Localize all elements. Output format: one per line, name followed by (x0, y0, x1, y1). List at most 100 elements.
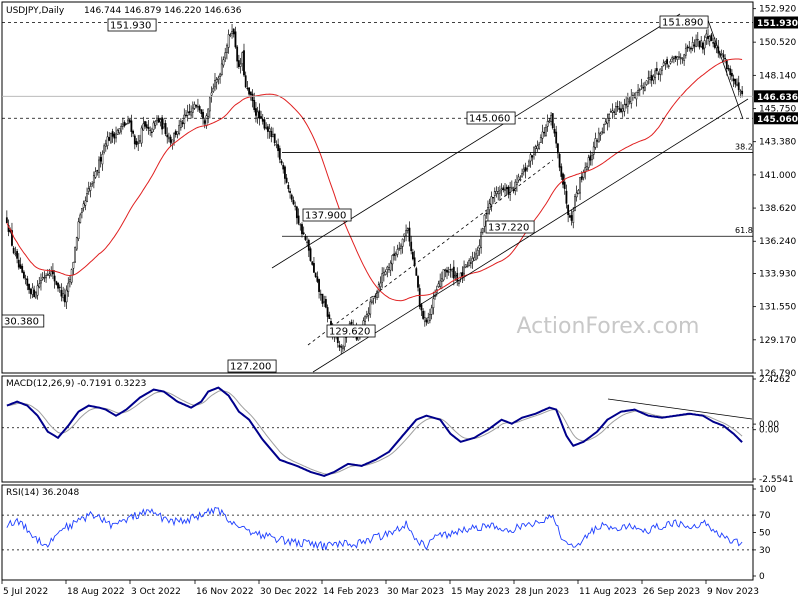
candle-body (226, 45, 228, 53)
candle-body (203, 120, 206, 124)
candle-body (186, 111, 189, 116)
candle-body (11, 230, 13, 246)
price-tick-label: 143.380 (759, 138, 796, 148)
candle-body (135, 140, 138, 146)
rsi-tick-label: 70 (759, 511, 771, 521)
candle-body (480, 231, 483, 248)
candle-body (31, 287, 34, 295)
candle-body (197, 106, 199, 108)
candle-body (526, 168, 529, 171)
candle-body (516, 181, 518, 185)
candle-body (389, 262, 392, 271)
candle-body (468, 259, 471, 267)
candle-body (673, 57, 675, 60)
candle-body (81, 208, 83, 213)
candle-body (487, 207, 489, 215)
candle-body (423, 317, 426, 322)
candle-body (168, 136, 170, 140)
candle-body (572, 211, 575, 223)
candle-body (690, 48, 692, 50)
candle-body (161, 117, 164, 130)
candle-body (712, 42, 715, 44)
macd-tick-label: 0.00 (759, 426, 779, 436)
candle-body (304, 236, 307, 240)
candle-body (77, 221, 80, 239)
label-151930-box (107, 18, 157, 32)
candle-body (266, 126, 269, 132)
candle-body (734, 78, 737, 85)
candle-body (287, 184, 290, 189)
candle-body (437, 283, 440, 287)
candle-body (140, 127, 143, 144)
candle-body (398, 247, 401, 250)
macd-panel-title: MACD(12,26,9) -0.7191 0.3223 (6, 379, 146, 389)
macd-panel-frame (1, 375, 754, 483)
candle-body (367, 313, 370, 316)
candle-body (12, 247, 15, 254)
candle-body (635, 91, 638, 100)
candle-body (618, 107, 621, 110)
candle-body (439, 280, 442, 287)
x-tick-label: 28 Jun 2023 (515, 587, 569, 597)
price-tick-label: 145.750 (759, 105, 796, 115)
candle-body (400, 245, 402, 249)
candle-body (430, 307, 433, 315)
candle-body (502, 187, 505, 191)
candle-body (171, 139, 174, 145)
candle-body (512, 189, 515, 192)
candle-body (539, 137, 542, 143)
candle-body (632, 94, 634, 97)
candle-body (198, 106, 201, 111)
candle-body (541, 131, 544, 139)
candle-body (272, 134, 274, 137)
price-tick-label: 126.790 (759, 369, 796, 379)
price-tick-label: 141.000 (759, 171, 796, 181)
rsi-panel-frame (1, 484, 754, 581)
candle-body (176, 131, 179, 135)
candle-body (292, 199, 295, 205)
candle-body (231, 30, 233, 34)
candle-body (127, 119, 129, 124)
candle-body (162, 123, 165, 128)
candle-body (720, 52, 723, 55)
candle-body (33, 289, 36, 298)
candle-body (577, 190, 580, 194)
candle-body (58, 286, 61, 289)
candle-body (24, 278, 27, 280)
candle-body (589, 155, 592, 161)
candle-body (440, 278, 443, 282)
candle-body (183, 114, 186, 124)
candle-body (379, 282, 382, 287)
candle-body (265, 127, 268, 129)
candle-body (67, 282, 70, 292)
candle-body (17, 259, 20, 268)
price-tick-label: 150.520 (759, 38, 796, 48)
candle-body (365, 314, 368, 318)
candle-body (311, 261, 314, 265)
watermark: ActionForex.com (517, 314, 700, 339)
candle-body (563, 181, 566, 189)
candle-body (38, 283, 41, 288)
candle-body (324, 299, 327, 308)
candle-body (497, 191, 500, 195)
candle-body (425, 319, 428, 323)
candle-body (708, 36, 711, 42)
candle-body (239, 63, 242, 67)
candle-body (737, 82, 740, 91)
candle-body (654, 70, 657, 79)
candle-body (703, 40, 706, 49)
candle-body (642, 87, 645, 89)
candle-body (640, 85, 643, 87)
candle-body (452, 266, 455, 279)
candle-body (705, 33, 708, 39)
candle-body (86, 193, 88, 203)
candle-body (26, 278, 29, 286)
candle-body (558, 153, 561, 168)
price-tick-label: 133.930 (759, 269, 796, 279)
label-137220-box (485, 220, 535, 234)
candle-body (620, 108, 622, 113)
candle-body (727, 68, 730, 70)
candle-body (493, 191, 496, 196)
candle-body (481, 228, 484, 233)
label-151890: 151.890 (662, 18, 703, 29)
